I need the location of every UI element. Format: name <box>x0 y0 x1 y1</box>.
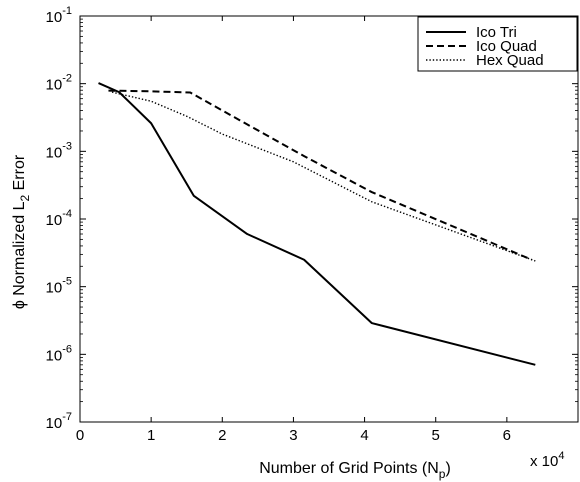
y-tick-label--4: 10-4 <box>46 208 72 229</box>
y-tick-label--2: 10-2 <box>46 73 72 94</box>
y-tick-label--5: 10-5 <box>46 276 72 297</box>
x-axis-label-subscript: p <box>439 467 446 481</box>
y-axis-label: ϕ Normalized L2 Error <box>11 154 32 309</box>
legend-label-ico-tri: Ico Tri <box>476 24 517 41</box>
x-tick-label-3: 3 <box>289 427 297 444</box>
x-tick-label-1: 1 <box>147 427 155 444</box>
plot-frame <box>79 15 579 423</box>
legend-label-ico-quad: Ico Quad <box>476 38 537 55</box>
x-tick-label-5: 5 <box>432 427 440 444</box>
x-axis-multiplier-exponent: 4 <box>558 450 564 462</box>
y-axis-ticks: 10-7 10-6 10-5 10-4 10-3 10-2 10-1 <box>46 5 578 432</box>
y-tick-label--3: 10-3 <box>46 140 72 161</box>
legend: Ico Tri Ico Quad Hex Quad <box>417 16 578 72</box>
series-layer <box>98 82 536 366</box>
y-tick-label--1: 10-1 <box>46 5 72 26</box>
x-tick-label-4: 4 <box>360 427 368 444</box>
x-axis-ticks: 0 1 2 3 4 5 6 <box>76 16 511 444</box>
legend-box <box>417 16 578 72</box>
y-tick-label--7: 10-7 <box>46 411 72 432</box>
y-axis-label-subscript: 2 <box>18 195 32 202</box>
x-axis-label: Number of Grid Points (Np) <box>259 460 451 481</box>
x-tick-label-0: 0 <box>76 427 84 444</box>
x-tick-label-2: 2 <box>218 427 226 444</box>
series-line-hex-quad <box>111 91 536 262</box>
legend-label-hex-quad: Hex Quad <box>476 52 544 69</box>
x-axis-multiplier: x 104 <box>530 450 564 470</box>
x-tick-label-6: 6 <box>503 427 511 444</box>
series-line-ico-quad <box>108 89 533 261</box>
y-tick-label--6: 10-6 <box>46 343 72 364</box>
series-line-ico-tri <box>98 82 536 366</box>
